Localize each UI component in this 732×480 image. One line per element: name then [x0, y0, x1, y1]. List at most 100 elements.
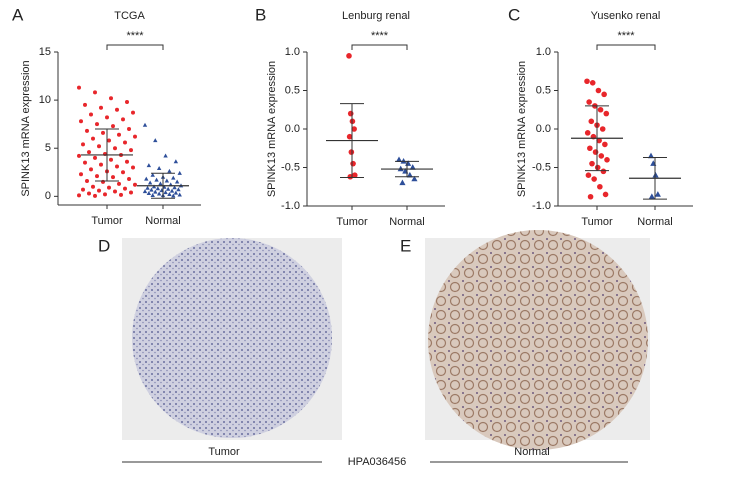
data-point	[153, 138, 158, 143]
data-point	[113, 146, 117, 151]
data-point	[133, 134, 137, 139]
data-point	[163, 153, 168, 158]
data-point	[395, 156, 403, 163]
data-point	[123, 140, 127, 145]
data-point	[121, 117, 125, 122]
panel-letter: C	[508, 5, 520, 24]
data-point	[156, 166, 162, 171]
data-point	[99, 162, 103, 167]
data-point	[93, 193, 97, 198]
y-tick-label: 0	[45, 190, 51, 202]
panel-letter: D	[98, 236, 110, 255]
data-point	[584, 78, 590, 85]
data-point	[592, 149, 599, 155]
x-tick-label: Normal	[145, 215, 180, 227]
data-point	[79, 172, 83, 177]
data-point	[127, 126, 131, 131]
y-tick-label: 10	[39, 94, 51, 106]
data-point	[142, 189, 148, 194]
y-tick-label: 0.0	[285, 123, 300, 135]
data-point	[119, 192, 123, 197]
y-tick-label: 1.0	[285, 46, 300, 58]
data-point	[107, 185, 111, 190]
data-point	[77, 85, 81, 90]
data-point	[109, 157, 113, 162]
significance-label: ****	[617, 30, 635, 42]
data-point	[165, 186, 171, 191]
data-point	[109, 96, 113, 101]
data-point	[177, 170, 182, 175]
y-tick-label: 5	[45, 142, 51, 154]
y-tick-label: 15	[39, 46, 51, 58]
data-point	[83, 102, 87, 107]
data-point	[598, 153, 605, 159]
data-point	[595, 87, 602, 94]
data-point	[589, 80, 596, 86]
data-point	[97, 144, 101, 149]
data-point	[95, 122, 99, 127]
data-point	[156, 191, 162, 196]
data-point	[597, 106, 604, 113]
significance-bracket	[596, 44, 656, 50]
significance-bracket	[351, 44, 408, 50]
x-tick-label: Tumor	[91, 215, 123, 227]
data-point	[111, 124, 115, 129]
data-point	[85, 128, 89, 133]
data-point	[129, 190, 133, 195]
data-point	[399, 179, 406, 186]
chart-title: Yusenko renal	[591, 10, 661, 22]
data-point	[81, 187, 85, 192]
data-point	[133, 182, 137, 187]
data-point	[125, 100, 129, 105]
data-point	[155, 186, 161, 191]
significance-bracket	[106, 44, 164, 50]
data-point	[603, 110, 610, 117]
data-point	[87, 191, 91, 196]
data-point	[584, 130, 591, 136]
y-tick-label: -0.5	[281, 161, 300, 173]
data-point	[587, 193, 594, 200]
data-point	[177, 192, 182, 197]
chart-title: Lenburg renal	[342, 10, 410, 22]
data-point	[95, 174, 99, 179]
data-point	[146, 163, 152, 168]
data-point	[101, 130, 105, 135]
data-point	[89, 112, 93, 117]
data-point	[167, 168, 172, 173]
data-point	[171, 193, 176, 198]
data-point	[167, 192, 172, 197]
data-point	[103, 192, 107, 197]
data-point	[164, 178, 170, 183]
y-tick-label: 0.5	[536, 84, 551, 96]
data-point	[351, 126, 357, 132]
y-tick-label: -1.0	[532, 200, 551, 212]
y-tick-label: -0.5	[532, 161, 551, 173]
data-point	[173, 190, 179, 195]
data-point	[91, 136, 95, 141]
panel-letter: A	[12, 5, 24, 24]
y-tick-label: 0.5	[285, 84, 300, 96]
data-point	[87, 150, 91, 155]
data-point	[111, 175, 115, 180]
data-point	[347, 110, 354, 117]
data-point	[121, 170, 125, 175]
y-axis-label: SPINK13 mRNA expression	[516, 61, 528, 197]
image-label: Normal	[514, 446, 549, 458]
data-point	[348, 149, 355, 155]
data-point	[127, 177, 131, 182]
data-point	[599, 126, 606, 132]
data-point	[149, 187, 154, 192]
data-point	[597, 183, 603, 190]
data-point	[145, 185, 150, 190]
panel-letter: E	[400, 236, 411, 255]
data-point	[150, 192, 155, 197]
data-point	[171, 175, 176, 180]
data-point	[602, 191, 609, 198]
data-point	[153, 189, 158, 194]
data-point	[77, 153, 81, 158]
data-point	[411, 175, 418, 182]
data-point	[351, 172, 358, 178]
data-point	[107, 138, 111, 143]
data-point	[594, 164, 601, 171]
